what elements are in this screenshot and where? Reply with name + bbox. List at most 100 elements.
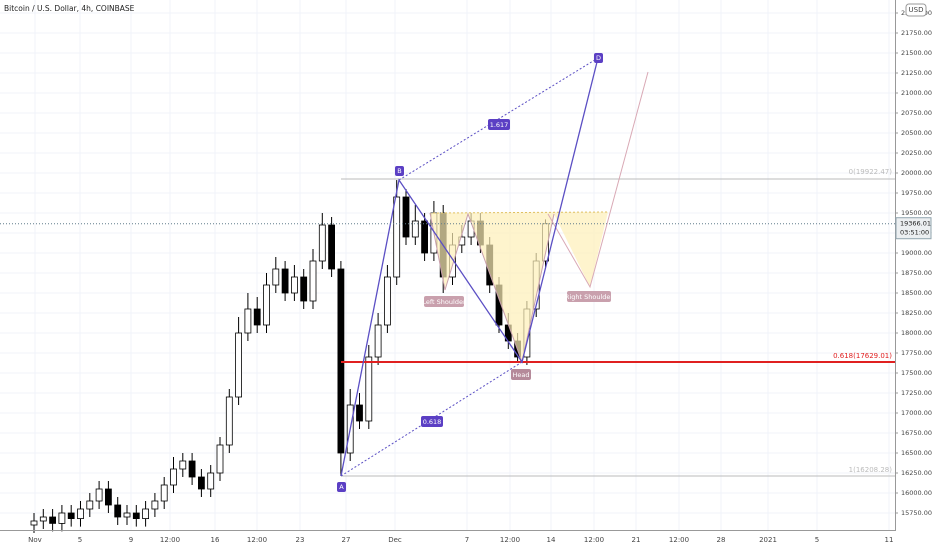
- label-box: [337, 482, 346, 492]
- candle-body: [253, 308, 261, 326]
- candle-body: [365, 356, 373, 422]
- candle-body: [281, 268, 289, 294]
- candle-body: [225, 396, 233, 446]
- candle-body: [393, 196, 401, 278]
- candle-body: [300, 276, 308, 302]
- candle-body: [49, 516, 56, 524]
- x-tick-label: 9: [129, 536, 133, 544]
- candle-body: [374, 324, 382, 358]
- x-tick-label: Dec: [388, 536, 402, 544]
- y-tick-label: 18750.00: [901, 269, 932, 277]
- candle-body: [272, 268, 280, 286]
- candle-body: [235, 332, 243, 398]
- x-tick-label: 12:00: [500, 536, 520, 544]
- candle-body: [318, 224, 326, 262]
- candle-body: [105, 488, 112, 506]
- y-tick-label: 16000.00: [901, 489, 932, 497]
- fib-label: 0.618(17629.01): [833, 352, 892, 360]
- candle-body: [421, 220, 429, 254]
- candle-body: [132, 512, 140, 519]
- candle-body: [356, 404, 363, 422]
- x-tick-label: 28: [717, 536, 726, 544]
- y-tick-label: 16250.00: [901, 469, 932, 477]
- last-price-box: [895, 217, 932, 240]
- y-tick-label: 18000.00: [901, 329, 932, 337]
- candle-body: [263, 284, 270, 326]
- pattern-line: [429, 212, 555, 364]
- point-label: D: [596, 54, 601, 62]
- y-tick-label: 19750.00: [901, 189, 932, 197]
- candle-body: [67, 512, 75, 519]
- candle-body: [309, 260, 317, 302]
- pattern-label: Head: [513, 371, 530, 379]
- x-tick-label: 16: [211, 536, 220, 544]
- point-label: A: [339, 483, 344, 491]
- candle-body: [188, 460, 196, 478]
- neckline: [432, 211, 609, 214]
- label-box: [395, 166, 404, 176]
- x-tick-label: 14: [547, 536, 556, 544]
- pattern-label: Right Shoulder: [565, 293, 613, 301]
- countdown: 03:51:00: [900, 229, 929, 237]
- label-box: [421, 416, 443, 427]
- label-box: [424, 296, 464, 307]
- y-tick-label: 17750.00: [901, 349, 932, 357]
- candle-body: [207, 472, 215, 490]
- label-box: [511, 369, 531, 380]
- currency-box[interactable]: [905, 3, 927, 17]
- x-tick-label: 12:00: [160, 536, 180, 544]
- label-box: [567, 291, 611, 302]
- fib-label: 1(16208.28): [849, 466, 893, 474]
- y-tick-label: 20750.00: [901, 109, 932, 117]
- x-tick-label: 7: [465, 536, 469, 544]
- pattern-fill: [430, 212, 608, 362]
- label-box: [488, 119, 510, 130]
- candle-body: [383, 276, 391, 326]
- candle-body: [160, 484, 168, 502]
- chart-title: Bitcoin / U.S. Dollar, 4h, COINBASE: [4, 4, 135, 13]
- point-label: B: [397, 167, 401, 175]
- currency[interactable]: USD: [909, 6, 924, 14]
- y-tick-label: 19500.00: [901, 209, 932, 217]
- candle-body: [179, 460, 187, 470]
- harmonic-line: [340, 57, 599, 477]
- x-tick-label: 2021: [759, 536, 777, 544]
- y-tick-label: 20500.00: [901, 129, 932, 137]
- x-tick-label: 23: [296, 536, 305, 544]
- x-tick-label: 27: [342, 536, 351, 544]
- y-tick-label: 20000.00: [901, 169, 932, 177]
- y-tick-label: 17000.00: [901, 409, 932, 417]
- y-tick-label: 17500.00: [901, 369, 932, 377]
- x-tick-label: 5: [78, 536, 82, 544]
- y-tick-label: 17250.00: [901, 389, 932, 397]
- last-price: 19366.01: [900, 220, 931, 228]
- candle-body: [244, 308, 252, 334]
- y-tick-label: 16500.00: [901, 449, 932, 457]
- pattern-label: Left Shoulder: [422, 298, 466, 306]
- candle-body: [402, 196, 410, 238]
- candle-body: [216, 444, 224, 474]
- candle-body: [86, 500, 94, 510]
- candle-body: [151, 500, 159, 510]
- x-tick-label: 5: [815, 536, 819, 544]
- axis: 15750.00 16000.00 16250.00 16500.00 16750.00…: [28, 9, 932, 544]
- y-tick-label: 18250.00: [901, 309, 932, 317]
- fib-label: 0(19922.47): [849, 168, 893, 176]
- x-tick-label: 12:00: [247, 536, 267, 544]
- label-box: [594, 53, 603, 63]
- y-tick-label: 16750.00: [901, 429, 932, 437]
- candle-body: [30, 520, 38, 526]
- candle-body: [290, 276, 298, 294]
- candle-body: [39, 516, 47, 522]
- ratio-label: 0.618: [423, 418, 442, 426]
- candle-body: [77, 508, 84, 520]
- x-tick-label: 11: [885, 536, 894, 544]
- y-tick-label: 18500.00: [901, 289, 932, 297]
- x-tick-label: 21: [632, 536, 641, 544]
- candle-body: [114, 504, 122, 518]
- candle-body: [197, 476, 205, 490]
- y-tick-label: 21750.00: [901, 29, 932, 37]
- y-tick-label: 15750.00: [901, 509, 932, 517]
